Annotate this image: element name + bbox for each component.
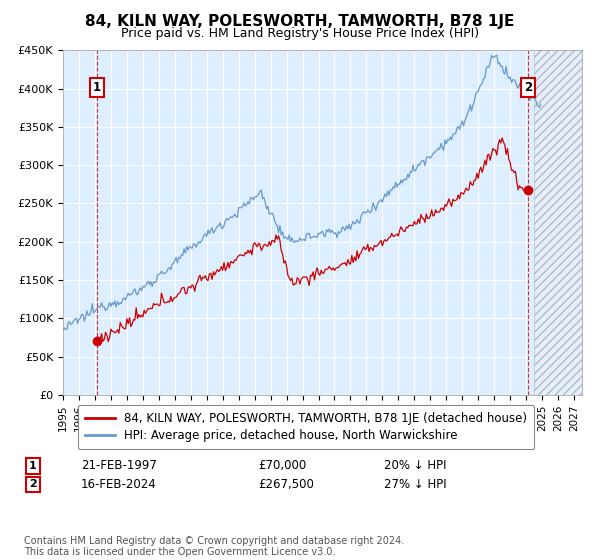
Legend: 84, KILN WAY, POLESWORTH, TAMWORTH, B78 1JE (detached house), HPI: Average price: 84, KILN WAY, POLESWORTH, TAMWORTH, B78 … (78, 404, 534, 450)
Text: 2: 2 (29, 479, 37, 489)
Text: £70,000: £70,000 (258, 459, 306, 473)
Bar (534, 50, 582, 395)
Text: 20% ↓ HPI: 20% ↓ HPI (384, 459, 446, 473)
Text: 16-FEB-2024: 16-FEB-2024 (81, 478, 157, 491)
Text: £267,500: £267,500 (258, 478, 314, 491)
Text: Price paid vs. HM Land Registry's House Price Index (HPI): Price paid vs. HM Land Registry's House … (121, 27, 479, 40)
Text: Contains HM Land Registry data © Crown copyright and database right 2024.
This d: Contains HM Land Registry data © Crown c… (24, 535, 404, 557)
Text: 21-FEB-1997: 21-FEB-1997 (81, 459, 157, 473)
Text: 2: 2 (524, 81, 532, 94)
Text: 84, KILN WAY, POLESWORTH, TAMWORTH, B78 1JE: 84, KILN WAY, POLESWORTH, TAMWORTH, B78 … (85, 14, 515, 29)
Text: 27% ↓ HPI: 27% ↓ HPI (384, 478, 446, 491)
Text: 1: 1 (29, 461, 37, 471)
Text: 1: 1 (93, 81, 101, 94)
